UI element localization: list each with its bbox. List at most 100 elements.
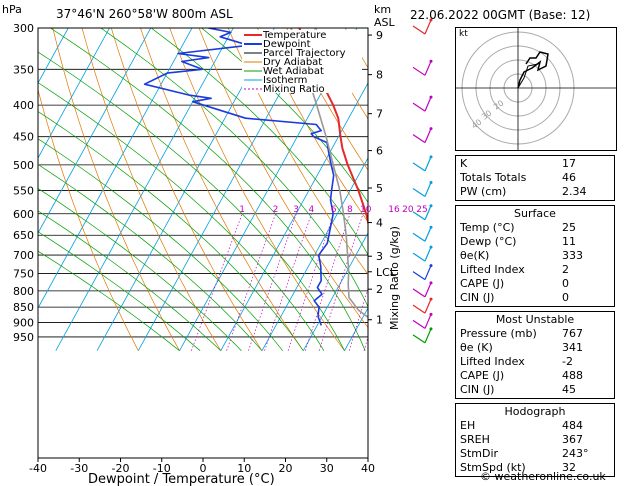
legend-label-dewpoint: Dewpoint <box>263 39 311 50</box>
isotherm-line <box>0 0 54 351</box>
surface-title: Surface <box>514 207 556 220</box>
index-row: θe (K) 341 <box>460 341 610 355</box>
wind-barb-flag <box>412 252 426 262</box>
index-label: θe (K) <box>460 341 493 354</box>
wind-barb-dot <box>429 281 433 285</box>
hodograph-trace-inner <box>517 63 539 89</box>
index-row: Lifted Index 2 <box>460 263 610 277</box>
index-row: StmDir 243° <box>460 447 610 461</box>
wet-adiabat-line <box>38 231 201 351</box>
dry-adiabat-line <box>227 28 368 275</box>
wind-barb-dot <box>429 297 433 301</box>
wind-barb <box>424 246 432 262</box>
wind-barb <box>424 96 432 112</box>
pressure-tick-label: 850 <box>13 301 34 314</box>
wet-adiabat-line <box>38 250 180 351</box>
index-value: 488 <box>562 369 583 382</box>
legend-label-parcel: Parcel Trajectory <box>263 48 346 59</box>
index-row: Temp (°C) 25 <box>460 221 610 235</box>
wind-barb-flag <box>412 232 426 242</box>
dry-adiabat-line <box>315 28 368 120</box>
hodograph: kt 20 30 40 <box>455 27 617 151</box>
index-value: 0 <box>562 277 569 290</box>
mixing-ratio-line <box>264 213 312 351</box>
index-label: PW (cm) <box>460 185 507 198</box>
index-label: Temp (°C) <box>460 221 515 234</box>
wind-barb <box>424 298 432 314</box>
wet-adiabat-line <box>38 51 345 351</box>
pressure-tick-label: 350 <box>13 63 34 76</box>
isotherm-line <box>38 28 110 159</box>
indices-panels: K 17 Totals Totals 46 PW (cm) 2.34 Surface … <box>455 155 615 481</box>
index-row: Lifted Index -2 <box>460 355 610 369</box>
km-tick-label: 4 <box>376 217 383 230</box>
wind-barb-flag <box>412 271 426 281</box>
index-value: 341 <box>562 341 583 354</box>
index-label: θe(K) <box>460 249 490 262</box>
temperature-tick-label: -30 <box>70 462 88 475</box>
location-label: 37°46'N 260°58'W 800m ASL <box>56 7 233 21</box>
index-label: Lifted Index <box>460 355 525 368</box>
temperature-line <box>298 28 368 227</box>
isotherm-line <box>0 0 13 351</box>
isotherm-line <box>38 28 193 309</box>
km-tick-label: 3 <box>376 250 383 263</box>
temperature-tick-label: -20 <box>112 462 130 475</box>
hodograph-trace <box>517 51 549 89</box>
index-value: -2 <box>562 355 573 368</box>
index-label: CIN (J) <box>460 291 495 304</box>
index-row: Pressure (mb) 767 <box>460 327 610 341</box>
wind-barb-flag <box>412 187 426 197</box>
km-tick-label: 6 <box>376 145 383 158</box>
mixing-ratio-label: 4 <box>309 205 315 215</box>
wet-adiabat-line <box>38 187 242 351</box>
wind-barb <box>424 226 432 242</box>
index-label: CAPE (J) <box>460 277 505 290</box>
km-tick-label: LCL <box>376 266 397 279</box>
index-value: 333 <box>562 249 583 262</box>
wind-barb-flag <box>412 25 426 35</box>
index-value: 767 <box>562 327 583 340</box>
mixing-ratio-label: 8 <box>347 205 353 215</box>
km-tick-label: 9 <box>376 29 383 42</box>
pressure-tick-label: 950 <box>13 331 34 344</box>
dry-adiabat-line <box>110 28 263 351</box>
km-tick-label: 7 <box>376 108 383 121</box>
wind-barb <box>424 156 432 172</box>
temperature-tick-label: 40 <box>361 462 375 475</box>
hodograph-unit: kt <box>459 29 468 39</box>
wet-adiabat-line <box>38 163 263 351</box>
dry-adiabat-line <box>81 28 222 351</box>
wind-barb-dot <box>429 264 433 268</box>
index-row: PW (cm) 2.34 <box>460 185 610 199</box>
wind-barb-flag <box>412 102 426 112</box>
legend-label-isotherm: Isotherm <box>263 75 307 86</box>
index-label: Lifted Index <box>460 263 525 276</box>
index-value: 45 <box>562 383 576 396</box>
wind-barb-flag <box>412 134 426 144</box>
surface-panel: Surface Temp (°C) 25 Dewp (°C) 11 θe(K) 333… <box>455 205 615 307</box>
hodograph-panel: Hodograph EH 484 SREH 367 StmDir 243° StmSp… <box>455 403 615 477</box>
km-tick-label: 8 <box>376 69 383 82</box>
wind-barb <box>424 314 432 329</box>
wind-barb-flag <box>412 288 426 298</box>
index-row: θe(K) 333 <box>460 249 610 263</box>
index-label: EH <box>460 419 476 432</box>
wind-barb <box>424 328 432 344</box>
index-value: 11 <box>562 235 576 248</box>
mixing-ratio-label: 10 <box>360 205 372 215</box>
index-row: CAPE (J) 0 <box>460 277 610 291</box>
mixing-ratio-axis-label: Mixing Ratio (g/kg) <box>388 226 401 330</box>
isotherm-line <box>38 28 69 84</box>
wet-adiabat-line <box>38 210 222 351</box>
index-row: StmSpd (kt) 32 <box>460 461 610 475</box>
index-value: 243° <box>562 447 589 460</box>
mixing-ratio-label: 3 <box>293 205 299 215</box>
dry-adiabat-line <box>622 10 629 351</box>
temperature-tick-label: 30 <box>320 462 334 475</box>
km-unit: km <box>374 3 391 16</box>
wind-barb-dot <box>429 327 433 331</box>
mixing-ratio-line <box>248 213 297 351</box>
index-label: CIN (J) <box>460 383 495 396</box>
wind-barb-flag <box>412 304 426 314</box>
